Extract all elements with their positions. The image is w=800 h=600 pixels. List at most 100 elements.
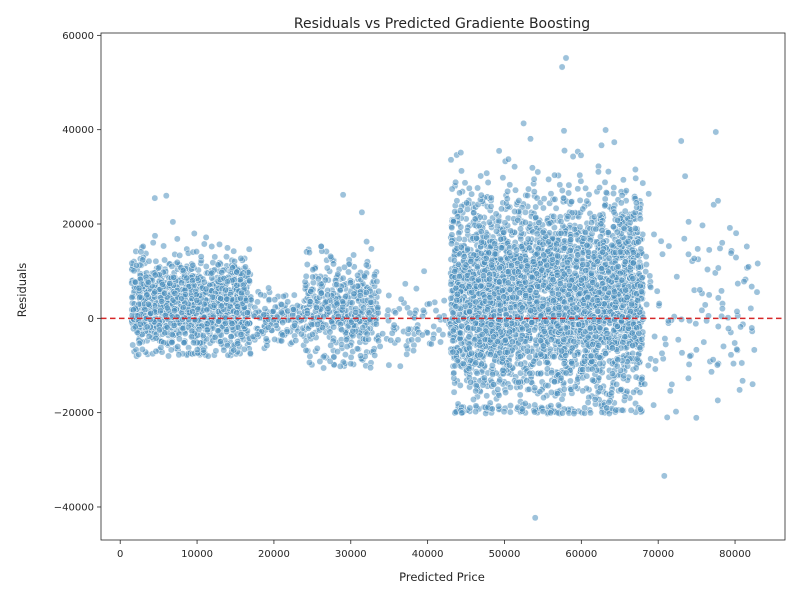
data-point <box>247 296 255 304</box>
data-point <box>472 408 480 416</box>
data-point <box>233 281 241 289</box>
data-point <box>234 303 242 310</box>
data-point <box>129 306 137 314</box>
data-point <box>305 249 313 256</box>
data-point <box>556 181 564 189</box>
data-point <box>429 335 437 342</box>
data-point <box>170 307 178 315</box>
data-point <box>397 295 405 303</box>
data-point <box>309 266 317 274</box>
data-point <box>183 274 191 282</box>
data-point <box>610 184 618 192</box>
data-point <box>483 392 491 400</box>
data-point <box>528 164 536 172</box>
data-point <box>530 326 538 334</box>
data-point <box>425 300 433 308</box>
data-point <box>448 185 456 193</box>
data-point <box>347 353 355 361</box>
data-point <box>170 273 177 281</box>
data-point <box>551 195 559 203</box>
data-point <box>373 278 381 285</box>
data-point <box>403 350 411 358</box>
data-point <box>269 307 277 315</box>
data-point <box>302 272 310 280</box>
data-point <box>243 320 251 328</box>
data-point <box>224 244 231 252</box>
data-point <box>152 334 160 342</box>
data-point <box>191 316 199 324</box>
data-point <box>291 321 298 329</box>
data-point <box>313 303 320 311</box>
data-point <box>137 248 145 256</box>
data-point <box>306 298 314 306</box>
data-point <box>347 360 355 368</box>
data-point <box>190 230 198 237</box>
data-point <box>524 192 531 199</box>
data-point <box>199 346 207 354</box>
data-point <box>601 178 609 186</box>
data-point <box>499 174 507 182</box>
data-point <box>161 256 169 264</box>
data-point <box>458 167 465 175</box>
data-point <box>292 337 300 344</box>
data-point <box>632 174 640 182</box>
data-point <box>212 347 220 355</box>
data-point <box>404 325 412 333</box>
data-point <box>254 298 261 306</box>
data-point <box>223 278 231 286</box>
data-point <box>474 184 482 192</box>
data-point <box>582 184 590 192</box>
data-point <box>323 264 331 272</box>
data-point <box>175 351 183 359</box>
data-point <box>394 336 402 344</box>
data-point <box>360 272 368 280</box>
data-point <box>420 267 428 275</box>
data-point <box>619 176 627 184</box>
data-point <box>390 321 398 329</box>
data-point <box>353 345 361 353</box>
data-point <box>200 278 208 286</box>
data-point <box>243 309 251 317</box>
data-point <box>463 199 471 207</box>
data-point <box>135 284 143 292</box>
data-point <box>214 261 222 269</box>
data-point <box>156 326 163 334</box>
data-point <box>156 307 164 315</box>
data-point <box>199 332 207 339</box>
data-point <box>303 261 311 268</box>
data-point <box>173 235 181 243</box>
data-point <box>290 291 298 299</box>
data-point <box>166 280 174 287</box>
data-point <box>171 289 179 297</box>
data-point <box>317 243 325 250</box>
data-point <box>246 349 254 357</box>
data-point <box>574 185 582 193</box>
data-point <box>208 269 216 277</box>
data-point <box>621 393 629 401</box>
data-point <box>245 245 253 253</box>
data-point <box>354 271 362 279</box>
data-point <box>363 238 371 246</box>
data-point <box>590 213 598 221</box>
data-point <box>170 321 178 329</box>
data-point <box>209 293 217 301</box>
data-point <box>336 362 344 370</box>
data-point <box>447 294 455 302</box>
data-point <box>202 285 210 293</box>
data-point <box>517 360 525 368</box>
data-point <box>168 262 176 270</box>
data-point <box>234 340 242 348</box>
data-point <box>630 388 638 396</box>
data-point <box>461 179 469 187</box>
data-point <box>388 329 396 337</box>
data-point <box>188 333 195 341</box>
data-point <box>313 344 321 352</box>
data-point <box>168 339 176 346</box>
data-point <box>330 260 337 268</box>
data-point <box>181 291 189 298</box>
data-point <box>151 288 159 296</box>
data-point <box>581 307 589 315</box>
data-point <box>151 271 159 279</box>
data-point <box>566 377 574 385</box>
data-point <box>366 315 374 323</box>
